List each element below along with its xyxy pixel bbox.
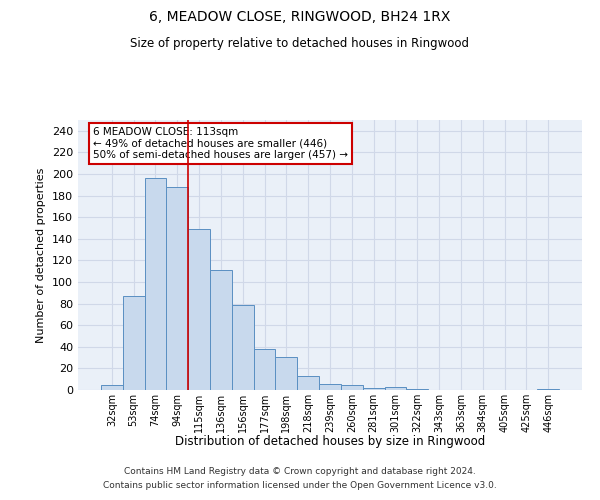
Bar	[166, 187, 188, 390]
Text: Distribution of detached houses by size in Ringwood: Distribution of detached houses by size …	[175, 435, 485, 448]
Text: 6, MEADOW CLOSE, RINGWOOD, BH24 1RX: 6, MEADOW CLOSE, RINGWOOD, BH24 1RX	[149, 10, 451, 24]
Bar	[101, 384, 123, 390]
Bar	[210, 270, 232, 390]
Bar	[254, 349, 275, 390]
Bar	[363, 388, 385, 390]
Text: Contains HM Land Registry data © Crown copyright and database right 2024.: Contains HM Land Registry data © Crown c…	[124, 468, 476, 476]
Bar	[319, 384, 341, 390]
Bar	[232, 304, 254, 390]
Bar	[275, 356, 297, 390]
Bar	[123, 296, 145, 390]
Text: 6 MEADOW CLOSE: 113sqm
← 49% of detached houses are smaller (446)
50% of semi-de: 6 MEADOW CLOSE: 113sqm ← 49% of detached…	[93, 126, 348, 160]
Bar	[341, 384, 363, 390]
Bar	[145, 178, 166, 390]
Bar	[537, 389, 559, 390]
Text: Contains public sector information licensed under the Open Government Licence v3: Contains public sector information licen…	[103, 481, 497, 490]
Bar	[406, 389, 428, 390]
Text: Size of property relative to detached houses in Ringwood: Size of property relative to detached ho…	[131, 38, 470, 51]
Bar	[297, 376, 319, 390]
Bar	[385, 387, 406, 390]
Bar	[188, 229, 210, 390]
Y-axis label: Number of detached properties: Number of detached properties	[37, 168, 46, 342]
